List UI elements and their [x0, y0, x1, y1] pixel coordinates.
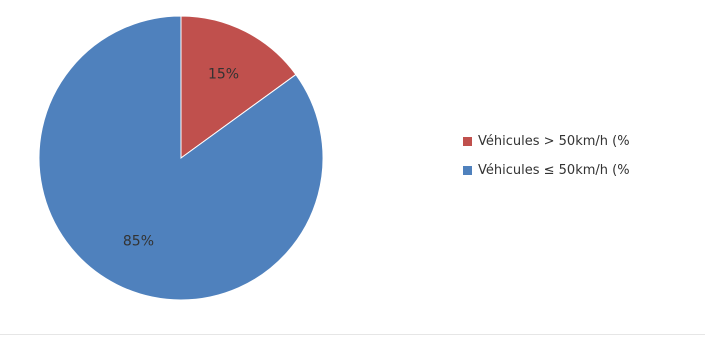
legend-swatch-over-50: [463, 136, 472, 146]
slice-data-label-0: 15%: [208, 66, 239, 82]
legend-swatch-under-50: [463, 165, 472, 175]
legend-label-under-50: Véhicules ≤ 50km/h (%: [478, 162, 630, 178]
pie-slice-0: [180, 15, 297, 159]
legend-item-over-50: Véhicules > 50km/h (%: [463, 128, 705, 154]
legend-label-over-50: Véhicules > 50km/h (%: [478, 133, 630, 149]
divider: [0, 334, 705, 335]
legend: Véhicules > 50km/h (% Véhicules ≤ 50km/h…: [463, 128, 705, 186]
legend-item-under-50: Véhicules ≤ 50km/h (%: [463, 157, 705, 183]
slice-data-label-1: 85%: [123, 234, 154, 250]
pie-slice-1: [38, 15, 324, 301]
